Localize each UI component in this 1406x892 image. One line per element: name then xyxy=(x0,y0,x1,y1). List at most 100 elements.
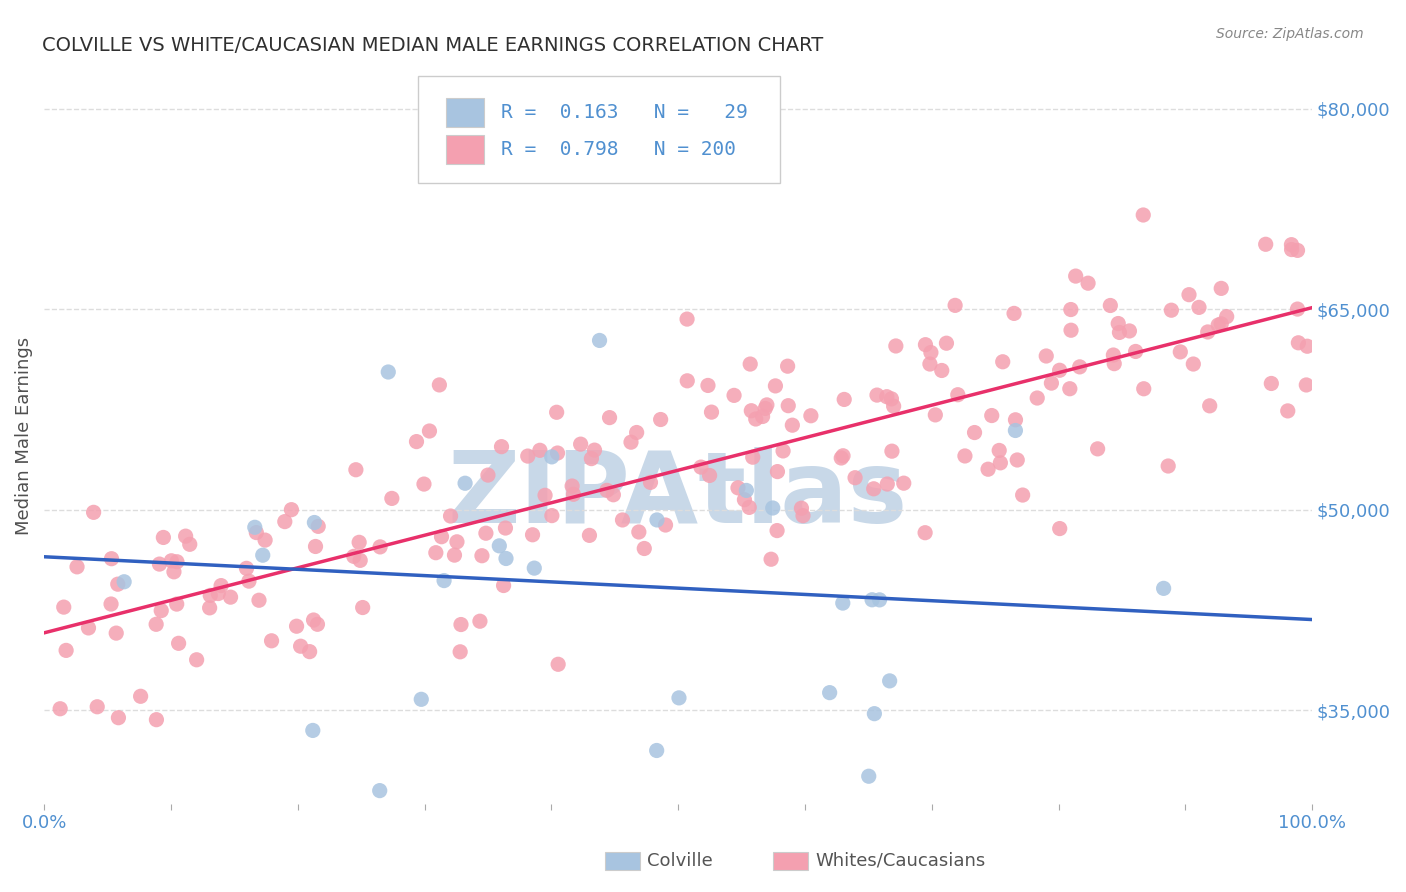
Y-axis label: Median Male Earnings: Median Male Earnings xyxy=(15,337,32,535)
Point xyxy=(352,600,374,615)
Point xyxy=(439,508,461,523)
Point xyxy=(1125,344,1147,359)
Point xyxy=(86,699,108,714)
Point xyxy=(166,555,188,569)
Point xyxy=(697,378,720,392)
Point xyxy=(1286,302,1309,317)
Point xyxy=(200,589,222,603)
Point xyxy=(179,537,201,551)
Point xyxy=(741,450,763,465)
Point xyxy=(883,399,905,413)
Point xyxy=(700,405,723,419)
Point xyxy=(1286,244,1309,258)
Point xyxy=(860,592,883,607)
Point xyxy=(844,471,866,485)
Point xyxy=(953,449,976,463)
Point xyxy=(77,621,100,635)
FancyBboxPatch shape xyxy=(418,76,779,183)
Text: ZIPAtlas: ZIPAtlas xyxy=(449,447,908,543)
Point xyxy=(494,521,516,535)
Point xyxy=(100,597,122,611)
Point xyxy=(468,614,491,628)
Point xyxy=(1108,326,1130,340)
Point xyxy=(1004,424,1026,438)
Point xyxy=(1064,269,1087,284)
Point xyxy=(863,706,886,721)
Point xyxy=(569,437,592,451)
Point xyxy=(599,410,621,425)
Point xyxy=(943,298,966,312)
Point xyxy=(148,557,170,571)
Point xyxy=(529,443,551,458)
Point xyxy=(578,528,600,542)
Point xyxy=(433,574,456,588)
Point xyxy=(884,339,907,353)
Point xyxy=(792,508,814,523)
Point xyxy=(1060,323,1083,337)
Point xyxy=(676,312,699,326)
Point xyxy=(112,574,135,589)
Point xyxy=(105,626,128,640)
Point xyxy=(690,460,713,475)
Point xyxy=(247,593,270,607)
Point xyxy=(654,518,676,533)
Point xyxy=(107,577,129,591)
Point xyxy=(377,365,399,379)
Point xyxy=(186,653,208,667)
Point xyxy=(252,548,274,562)
Point xyxy=(876,477,898,491)
Point xyxy=(1040,376,1063,391)
Point xyxy=(914,337,936,351)
Point xyxy=(830,450,852,465)
Point xyxy=(561,479,583,493)
Point xyxy=(430,530,453,544)
Point xyxy=(755,398,778,412)
Point xyxy=(1107,317,1129,331)
Point xyxy=(991,355,1014,369)
Point xyxy=(782,418,804,433)
Point xyxy=(914,525,936,540)
Point xyxy=(411,692,433,706)
Point xyxy=(879,673,901,688)
Point xyxy=(1178,287,1201,301)
Point xyxy=(832,449,855,463)
Text: Source: ZipAtlas.com: Source: ZipAtlas.com xyxy=(1216,27,1364,41)
Point xyxy=(831,596,853,610)
Point xyxy=(443,548,465,562)
Point xyxy=(243,520,266,534)
Point xyxy=(876,390,898,404)
Point xyxy=(612,513,634,527)
Point xyxy=(869,593,891,607)
Point xyxy=(735,483,758,498)
Point xyxy=(343,549,366,564)
Point xyxy=(516,449,538,463)
Point xyxy=(298,645,321,659)
Point xyxy=(588,334,610,348)
Point xyxy=(596,483,619,498)
Point xyxy=(818,686,841,700)
Point xyxy=(55,643,77,657)
Point xyxy=(776,359,799,374)
Point xyxy=(1011,488,1033,502)
Point xyxy=(491,440,513,454)
Point xyxy=(583,443,606,458)
Point xyxy=(152,531,174,545)
Point xyxy=(1153,582,1175,596)
Point xyxy=(627,524,650,539)
Point xyxy=(1182,357,1205,371)
Text: R =  0.798   N = 200: R = 0.798 N = 200 xyxy=(501,140,735,159)
Point xyxy=(920,345,942,359)
Point xyxy=(450,617,472,632)
Point xyxy=(492,578,515,592)
Point xyxy=(935,336,957,351)
Point xyxy=(800,409,823,423)
Point xyxy=(633,541,655,556)
Point xyxy=(1157,458,1180,473)
Point xyxy=(751,409,773,424)
Point xyxy=(1049,522,1071,536)
Point xyxy=(260,633,283,648)
Point xyxy=(1099,298,1122,312)
Point xyxy=(832,392,855,407)
Point xyxy=(235,561,257,575)
Point xyxy=(931,363,953,377)
